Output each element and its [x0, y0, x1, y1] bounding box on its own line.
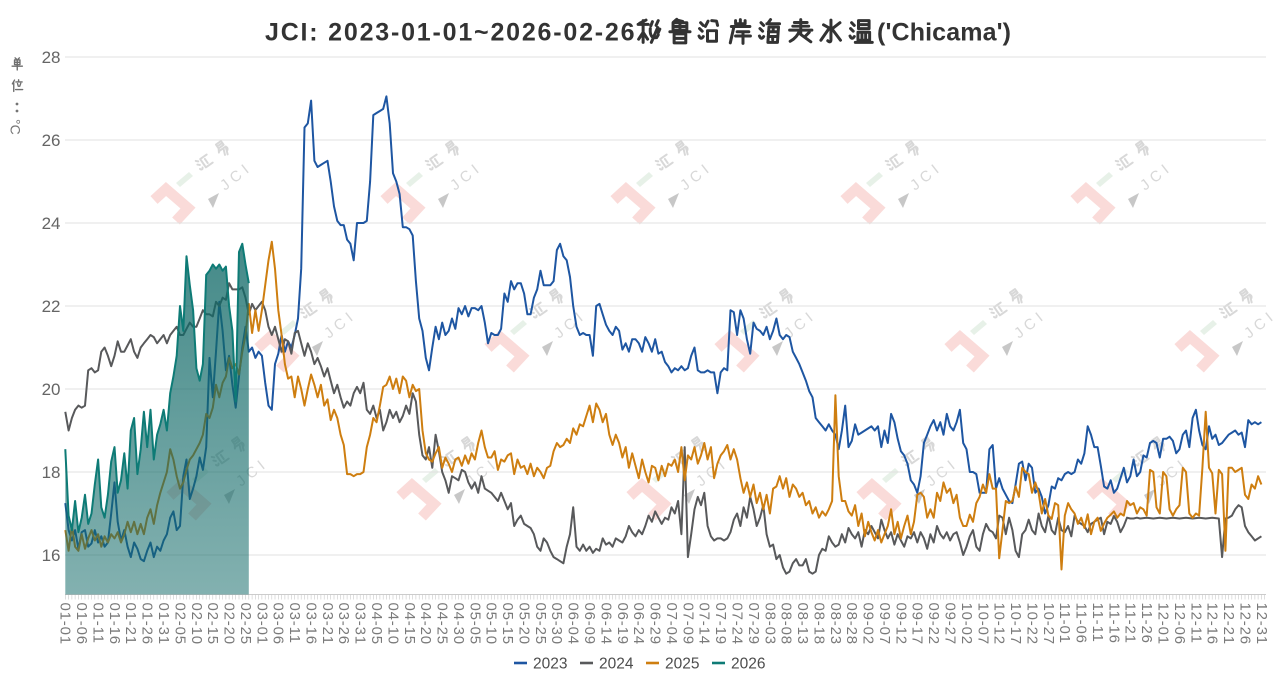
- svg-text:06-14: 06-14: [597, 603, 614, 645]
- svg-text:06-19: 06-19: [614, 603, 631, 645]
- svg-text:07-24: 07-24: [729, 603, 746, 645]
- svg-text:10-17: 10-17: [1007, 603, 1024, 645]
- svg-text:06-24: 06-24: [630, 603, 647, 645]
- svg-text:03-11: 03-11: [286, 603, 303, 644]
- svg-text:12-21: 12-21: [1220, 603, 1237, 645]
- svg-text:08-23: 08-23: [827, 603, 844, 645]
- svg-text:10-12: 10-12: [991, 603, 1008, 645]
- svg-text:08-13: 08-13: [794, 603, 811, 645]
- svg-text:05-20: 05-20: [516, 603, 533, 645]
- svg-text:10-22: 10-22: [1023, 603, 1040, 645]
- svg-text:12-31: 12-31: [1253, 603, 1270, 645]
- svg-text:03-06: 03-06: [270, 603, 287, 645]
- svg-text:JCI: 2023-01-01~2026-02-26: JCI: 2023-01-01~2026-02-26: [265, 19, 635, 47]
- svg-text:05-05: 05-05: [466, 603, 483, 645]
- svg-text:07-09: 07-09: [679, 603, 696, 645]
- svg-text:11-01: 11-01: [1056, 603, 1073, 644]
- svg-text:02-15: 02-15: [204, 603, 221, 645]
- svg-text:06-04: 06-04: [565, 603, 582, 645]
- svg-text:10-07: 10-07: [974, 603, 991, 645]
- svg-text:07-14: 07-14: [696, 603, 713, 645]
- svg-text:28: 28: [42, 48, 61, 67]
- svg-text:11-11: 11-11: [1089, 603, 1106, 643]
- svg-text:03-21: 03-21: [319, 603, 336, 645]
- svg-text:05-15: 05-15: [499, 603, 516, 645]
- svg-text:22: 22: [42, 297, 61, 316]
- svg-text:04-25: 04-25: [434, 603, 451, 645]
- svg-text:05-30: 05-30: [548, 603, 565, 645]
- svg-text:12-11: 12-11: [1187, 603, 1204, 644]
- svg-text:01-16: 01-16: [106, 603, 123, 645]
- svg-text:02-20: 02-20: [221, 603, 238, 645]
- svg-text:26: 26: [42, 131, 61, 150]
- svg-text:09-07: 09-07: [876, 603, 893, 645]
- svg-text:05-25: 05-25: [532, 603, 549, 645]
- svg-text:11-21: 11-21: [1122, 603, 1139, 644]
- svg-text:02-10: 02-10: [188, 603, 205, 645]
- svg-text:09-17: 09-17: [909, 603, 926, 645]
- svg-text:03-16: 03-16: [303, 603, 320, 645]
- svg-text:12-01: 12-01: [1155, 603, 1172, 645]
- svg-text:05-10: 05-10: [483, 603, 500, 645]
- svg-text:09-22: 09-22: [925, 603, 942, 645]
- svg-text:02-25: 02-25: [237, 603, 254, 645]
- svg-text:2024: 2024: [599, 656, 634, 673]
- svg-text:01-21: 01-21: [122, 603, 139, 645]
- svg-text:03-26: 03-26: [335, 603, 352, 645]
- svg-text:01-11: 01-11: [90, 603, 107, 644]
- svg-text:24: 24: [42, 214, 61, 233]
- svg-text:12-16: 12-16: [1204, 603, 1221, 645]
- svg-text:08-18: 08-18: [810, 603, 827, 645]
- svg-text:2023: 2023: [533, 656, 567, 673]
- svg-text:01-06: 01-06: [73, 603, 90, 645]
- svg-text:03-31: 03-31: [352, 603, 369, 645]
- svg-text:06-09: 06-09: [581, 603, 598, 645]
- svg-text:08-28: 08-28: [843, 603, 860, 645]
- svg-text:08-08: 08-08: [778, 603, 795, 645]
- svg-text:12-06: 12-06: [1171, 603, 1188, 645]
- svg-text:11-06: 11-06: [1073, 603, 1090, 644]
- svg-text:10-02: 10-02: [958, 603, 975, 645]
- svg-text:01-01: 01-01: [57, 603, 74, 645]
- svg-text:01-26: 01-26: [139, 603, 156, 645]
- svg-text:09-27: 09-27: [942, 603, 959, 645]
- svg-text:09-02: 09-02: [860, 603, 877, 645]
- svg-text:06-29: 06-29: [647, 603, 664, 645]
- svg-text:11-26: 11-26: [1138, 603, 1155, 644]
- svg-text:04-15: 04-15: [401, 603, 418, 645]
- svg-text:10-27: 10-27: [1040, 603, 1057, 645]
- svg-text:20: 20: [42, 380, 61, 399]
- svg-text:03-01: 03-01: [253, 603, 270, 645]
- svg-text:('Chicama'): ('Chicama'): [877, 19, 1011, 47]
- svg-text:07-04: 07-04: [663, 603, 680, 645]
- svg-text:16: 16: [42, 546, 61, 565]
- svg-text:2025: 2025: [665, 656, 699, 673]
- svg-text:04-05: 04-05: [368, 603, 385, 645]
- svg-text:18: 18: [42, 463, 61, 482]
- svg-text:07-19: 07-19: [712, 603, 729, 645]
- svg-text:08-03: 08-03: [761, 603, 778, 645]
- svg-text:11-16: 11-16: [1105, 603, 1122, 644]
- svg-text:04-10: 04-10: [384, 603, 401, 645]
- svg-text:01-31: 01-31: [155, 603, 172, 645]
- svg-text:12-26: 12-26: [1236, 603, 1253, 645]
- svg-text:04-30: 04-30: [450, 603, 467, 645]
- svg-text:02-05: 02-05: [171, 603, 188, 645]
- svg-text:2026: 2026: [731, 656, 765, 673]
- svg-text:07-29: 07-29: [745, 603, 762, 645]
- svg-text:°C: °C: [8, 119, 24, 135]
- svg-text:09-12: 09-12: [892, 603, 909, 645]
- svg-text:04-20: 04-20: [417, 603, 434, 645]
